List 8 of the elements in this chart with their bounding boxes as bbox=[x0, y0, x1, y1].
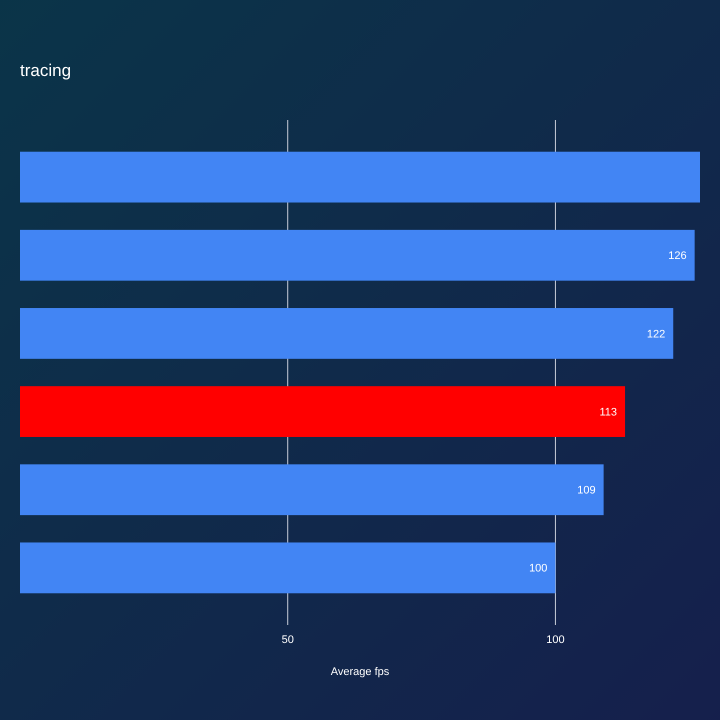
x-axis-title: Average fps bbox=[330, 666, 390, 678]
data-label: 113 bbox=[599, 406, 618, 418]
x-tick-label: 50 bbox=[282, 634, 294, 646]
data-label: 126 bbox=[668, 250, 687, 262]
data-label: 122 bbox=[646, 328, 666, 340]
data-label: 100 bbox=[529, 562, 548, 575]
data-label: 109 bbox=[577, 484, 596, 497]
chart-title: tracing bbox=[20, 61, 72, 80]
